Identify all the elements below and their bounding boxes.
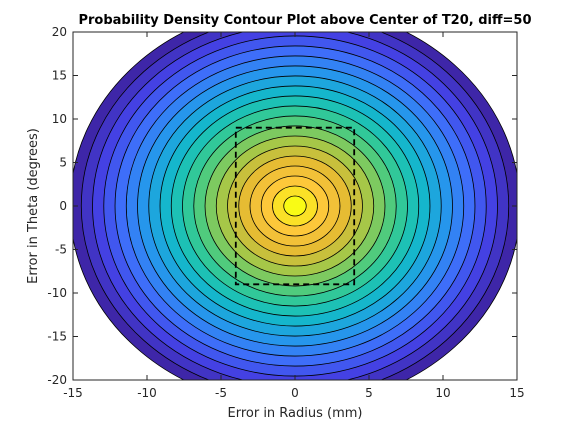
- y-tick-label: -15: [47, 330, 67, 344]
- y-tick-label: -10: [47, 286, 67, 300]
- x-axis: -15 -10 -5 0 5 10 15: [63, 32, 525, 400]
- y-axis-label: Error in Theta (degrees): [26, 128, 41, 284]
- chart-title: Probability Density Contour Plot above C…: [78, 13, 531, 28]
- y-tick-label: 15: [52, 69, 67, 83]
- x-tick-label: -15: [63, 386, 83, 400]
- y-tick-label: -20: [47, 373, 67, 387]
- y-tick-label: -5: [55, 243, 67, 257]
- y-axis: 20 15 10 5 0 -5 -10 -15 -20: [47, 25, 517, 387]
- region-box: [234, 126, 356, 286]
- x-tick-label: 0: [291, 386, 299, 400]
- y-tick-label: 0: [59, 199, 67, 213]
- contour-fill-layer: [73, 32, 517, 380]
- x-axis-label: Error in Radius (mm): [228, 406, 363, 421]
- x-tick-label: 15: [509, 386, 524, 400]
- x-tick-label: -10: [137, 386, 157, 400]
- x-tick-label: 10: [435, 386, 450, 400]
- x-tick-label: -5: [215, 386, 227, 400]
- y-tick-label: 10: [52, 112, 67, 126]
- y-tick-label: 20: [52, 25, 67, 39]
- x-tick-label: 5: [365, 386, 373, 400]
- y-tick-label: 5: [59, 156, 67, 170]
- contour-level-20: [283, 195, 307, 217]
